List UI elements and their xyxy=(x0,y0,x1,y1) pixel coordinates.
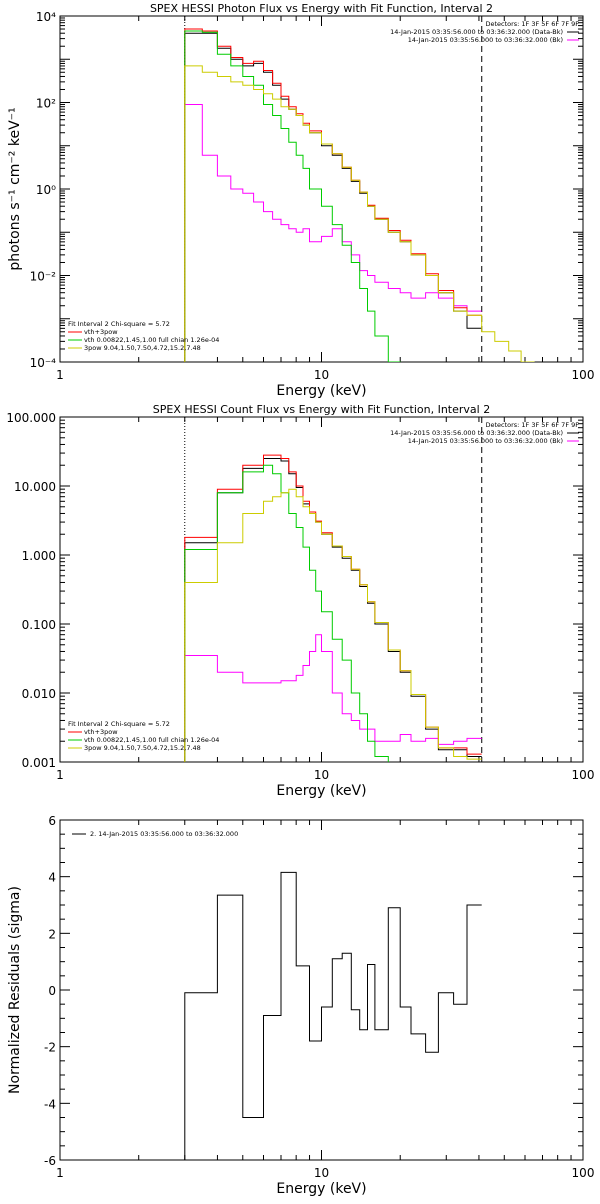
legend-entry-label: 14-Jan-2015 03:35:56.000 to 03:36:32.000… xyxy=(390,28,563,36)
series-line-vth xyxy=(184,464,389,762)
y-tick-label: 2 xyxy=(48,927,56,941)
legend-header: Detectors: 1F 3F 5F 6F 7F 9F xyxy=(485,20,579,28)
series-line-bk xyxy=(184,104,482,362)
x-tick-label: 1 xyxy=(56,368,64,382)
y-tick-label: 6 xyxy=(48,814,56,828)
plot-frame xyxy=(59,416,584,763)
x-tick-label: 10 xyxy=(314,768,329,782)
series-line-vth xyxy=(184,30,401,362)
legend-entry-label: 2. 14-Jan-2015 03:35:56.000 to 03:36:32.… xyxy=(90,830,238,838)
series-line-3pow xyxy=(184,65,535,362)
y-tick-label: 1.000 xyxy=(22,549,56,563)
x-tick-label: 1 xyxy=(56,768,64,782)
legend-entry-label: vth 0.00822,1.45,1.00 full chian 1.26e-0… xyxy=(84,336,219,344)
legend-header: Detectors: 1F 3F 5F 6F 7F 9F xyxy=(485,421,579,429)
legend-entry-label: 14-Jan-2015 03:35:56.000 to 03:36:32.000… xyxy=(408,437,563,445)
plot-frame xyxy=(59,819,584,1161)
y-tick-label: -6 xyxy=(44,1154,56,1168)
y-tick-label: 10.000 xyxy=(14,480,56,494)
legend-entry-label: 3pow 9.04,1.50,7.50,4.72,15.2,7.48 xyxy=(84,344,201,352)
y-axis-label: photons s⁻¹ cm⁻² keV⁻¹ xyxy=(7,107,23,270)
y-tick-label: 10⁰ xyxy=(36,183,56,197)
legend-header: Fit Interval 2 Chi-square = 5.72 xyxy=(68,720,170,728)
x-tick-label: 100 xyxy=(572,1166,595,1180)
y-tick-label: 0 xyxy=(48,984,56,998)
y-tick-label: 0.100 xyxy=(22,618,56,632)
legend-entry-label: vth+3pow xyxy=(84,328,118,336)
x-tick-label: 100 xyxy=(572,768,595,782)
chart-title: SPEX HESSI Photon Flux vs Energy with Fi… xyxy=(150,2,493,15)
legend-entry-label: 14-Jan-2015 03:35:56.000 to 03:36:32.000… xyxy=(408,36,563,44)
legend-header: Fit Interval 2 Chi-square = 5.72 xyxy=(68,320,170,328)
x-tick-label: 1 xyxy=(56,1166,64,1180)
x-tick-label: 100 xyxy=(572,368,595,382)
y-tick-label: 10⁻⁴ xyxy=(30,356,57,370)
x-axis-label: Energy (keV) xyxy=(276,783,366,799)
legend-entry-label: vth+3pow xyxy=(84,728,118,736)
series-line-residuals xyxy=(184,871,482,1160)
y-tick-label: -4 xyxy=(44,1097,56,1111)
legend-entry-label: vth 0.00822,1.45,1.00 full chian 1.26e-0… xyxy=(84,736,219,744)
x-tick-label: 10 xyxy=(314,1166,329,1180)
y-tick-label: 10⁴ xyxy=(36,10,56,24)
y-axis-label: Normalized Residuals (sigma) xyxy=(7,886,23,1094)
legend-entry-label: 14-Jan-2015 03:35:56.000 to 03:36:32.000… xyxy=(390,429,563,437)
series-line-bk xyxy=(184,634,482,762)
x-axis-label: Energy (keV) xyxy=(276,383,366,399)
legend-entry-label: 3pow 9.04,1.50,7.50,4.72,15.2,7.48 xyxy=(84,744,201,752)
series-line-3pow xyxy=(184,488,482,762)
y-tick-label: 10⁻² xyxy=(30,270,57,284)
x-tick-label: 10 xyxy=(314,368,329,382)
y-tick-label: 10² xyxy=(36,97,56,111)
y-tick-label: 4 xyxy=(48,871,56,885)
series-line-vth-3pow xyxy=(184,454,482,762)
chart-title: SPEX HESSI Count Flux vs Energy with Fit… xyxy=(153,403,490,416)
series-line-data-bk xyxy=(184,458,482,762)
y-tick-label: 0.010 xyxy=(22,687,56,701)
y-tick-label: 100.000 xyxy=(6,411,56,425)
series-line-data-bk xyxy=(184,32,482,362)
x-axis-label: Energy (keV) xyxy=(276,1181,366,1197)
y-tick-label: 0.001 xyxy=(22,756,56,770)
y-tick-label: -2 xyxy=(44,1041,56,1055)
series-line-vth-3pow xyxy=(184,28,482,362)
